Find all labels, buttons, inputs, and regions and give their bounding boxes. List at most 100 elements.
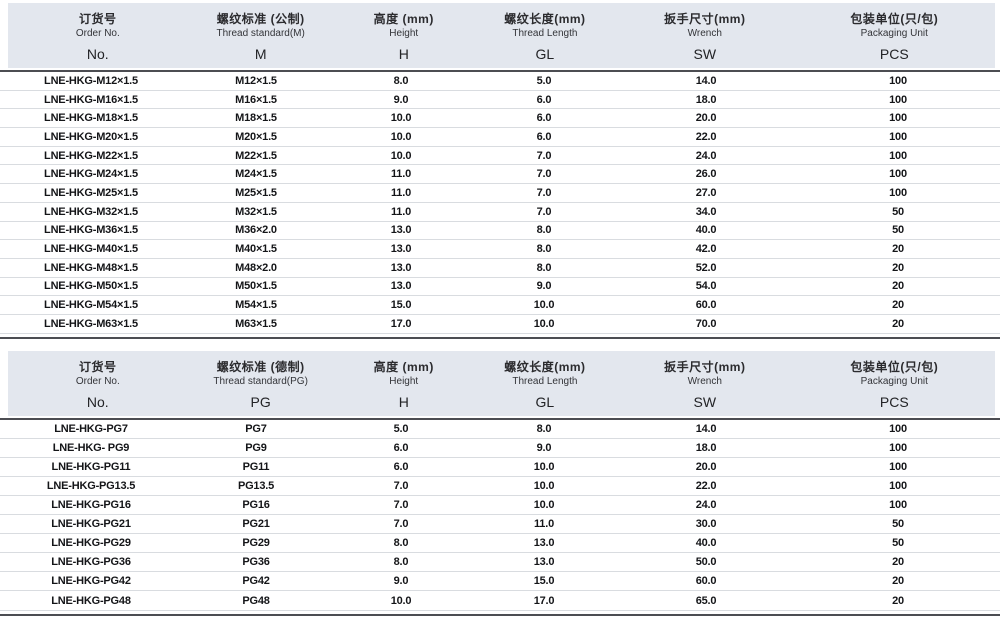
packaging-unit-cell: 100	[889, 422, 907, 435]
height-cell: 6.0	[393, 441, 409, 454]
column-header-thread-length-code: GL	[535, 393, 555, 410]
thread-standard-cell: M54×1.5	[235, 299, 277, 312]
thread-standard-cell: M40×1.5	[235, 243, 277, 256]
packaging-unit-cell: 100	[889, 74, 907, 87]
thread-length-cell: 11.0	[533, 518, 554, 531]
column-header-packaging-unit-code: PCS	[879, 46, 909, 62]
table-row: LNE-HKG-M40×1.5 M40×1.5 13.0 8.0 42.0 20	[0, 240, 1000, 259]
table-row: LNE-HKG-M12×1.5 M12×1.5 8.0 5.0 14.0 100	[0, 72, 1000, 91]
table-row: LNE-HKG-M18×1.5 M18×1.5 10.0 6.0 20.0 100	[0, 109, 1000, 129]
column-header-thread-length: 螺纹长度(mm) Thread Length GL	[474, 351, 616, 416]
column-header-thread-length-zh: 螺纹长度(mm)	[504, 359, 586, 374]
column-header-wrench: 扳手尺寸(mm) Wrench SW	[616, 3, 794, 68]
height-cell: 15.0	[390, 299, 412, 312]
column-header-packaging-unit-zh: 包装单位(只/包)	[850, 12, 939, 26]
thread-standard-cell: M36×2.0	[235, 224, 277, 237]
table-gap	[0, 339, 1000, 351]
order-no-cell: LNE-HKG-M36×1.5	[44, 224, 138, 237]
packaging-unit-cell: 100	[889, 460, 907, 473]
wrench-cell: 60.0	[695, 575, 717, 588]
column-header-wrench-en: Wrench	[687, 375, 722, 387]
thread-length-cell: 7.0	[536, 149, 552, 162]
column-header-order-no-zh: 订货号	[79, 359, 117, 374]
thread-length-cell: 9.0	[536, 441, 552, 454]
packaging-unit-cell: 100	[889, 499, 907, 512]
order-no-cell: LNE-HKG-M18×1.5	[44, 112, 138, 125]
thread-standard-cell: PG7	[245, 422, 267, 435]
order-no-cell: LNE-HKG-PG21	[51, 518, 131, 531]
wrench-cell: 30.0	[695, 518, 717, 531]
thread-standard-cell: PG29	[242, 537, 270, 550]
column-header-thread-standard-code: PG	[250, 393, 271, 410]
column-header-thread-standard-zh: 螺纹标准 (公制)	[216, 12, 305, 26]
thread-standard-cell: PG42	[242, 575, 270, 588]
column-header-order-no: 订货号 Order No. No.	[8, 3, 188, 68]
table-row: LNE-HKG- PG9 PG9 6.0 9.0 18.0 100	[0, 439, 1000, 458]
table-row: LNE-HKG-M25×1.5 M25×1.5 11.0 7.0 27.0 100	[0, 184, 1000, 203]
thread-standard-cell: PG48	[242, 594, 270, 607]
height-cell: 8.0	[393, 556, 409, 569]
height-cell: 7.0	[393, 479, 409, 492]
table-row: LNE-HKG-PG21 PG21 7.0 11.0 30.0 50	[0, 515, 1000, 535]
table-row: LNE-HKG-M54×1.5 M54×1.5 15.0 10.0 60.0 20	[0, 296, 1000, 315]
wrench-cell: 20.0	[695, 112, 717, 125]
column-header-height-zh: 高度 (mm)	[373, 359, 434, 374]
order-no-cell: LNE-HKG-PG42	[51, 575, 131, 588]
packaging-unit-cell: 100	[889, 93, 907, 106]
height-cell: 6.0	[393, 460, 409, 473]
height-cell: 13.0	[390, 224, 412, 237]
column-header-packaging-unit-en: Packaging Unit	[860, 375, 928, 387]
wrench-cell: 40.0	[695, 224, 717, 237]
height-cell: 11.0	[390, 186, 411, 199]
height-cell: 13.0	[390, 280, 412, 293]
table-metric-body: LNE-HKG-M12×1.5 M12×1.5 8.0 5.0 14.0 100 LNE-H…	[0, 72, 1000, 334]
column-header-thread-standard-zh: 螺纹标准 (德制)	[216, 359, 305, 374]
packaging-unit-cell: 100	[889, 479, 907, 492]
thread-standard-cell: M24×1.5	[235, 168, 277, 181]
order-no-cell: LNE-HKG-M22×1.5	[44, 149, 138, 162]
column-header-height-zh: 高度 (mm)	[373, 12, 434, 26]
wrench-cell: 18.0	[695, 93, 717, 106]
column-header-height-en: Height	[389, 375, 419, 387]
thread-length-cell: 6.0	[536, 93, 552, 106]
thread-length-cell: 8.0	[536, 261, 552, 274]
thread-standard-cell: M48×2.0	[235, 261, 277, 274]
table-row: LNE-HKG-PG13.5 PG13.5 7.0 10.0 22.0 100	[0, 477, 1000, 496]
packaging-unit-cell: 100	[889, 130, 907, 143]
header-rule	[0, 417, 1000, 420]
height-cell: 11.0	[390, 205, 411, 218]
column-header-thread-standard: 螺纹标准 (德制) Thread standard(PG) PG	[188, 351, 334, 416]
table-row: LNE-HKG-PG7 PG7 5.0 8.0 14.0 100	[0, 420, 1000, 439]
order-no-cell: LNE-HKG-M63×1.5	[44, 317, 138, 330]
thread-standard-cell: M18×1.5	[235, 112, 277, 125]
wrench-cell: 70.0	[695, 317, 717, 330]
table-row: LNE-HKG-PG48 PG48 10.0 17.0 65.0 20	[0, 591, 1000, 611]
wrench-cell: 27.0	[695, 186, 717, 199]
thread-standard-cell: M32×1.5	[235, 205, 277, 218]
thread-length-cell: 10.0	[533, 499, 555, 512]
thread-standard-cell: PG36	[242, 556, 270, 569]
packaging-unit-cell: 100	[889, 149, 907, 162]
thread-standard-cell: M12×1.5	[235, 74, 277, 87]
thread-length-cell: 17.0	[533, 594, 555, 607]
height-cell: 8.0	[393, 74, 409, 87]
packaging-unit-cell: 20	[892, 556, 904, 569]
column-header-packaging-unit-en: Packaging Unit	[860, 28, 928, 39]
wrench-cell: 22.0	[695, 130, 717, 143]
thread-standard-cell: M25×1.5	[235, 186, 277, 199]
table-metric-header: 订货号 Order No. No. 螺纹标准 (公制) Thread standard(…	[8, 3, 995, 68]
order-no-cell: LNE-HKG-M50×1.5	[44, 280, 138, 293]
thread-length-cell: 7.0	[536, 186, 552, 199]
packaging-unit-cell: 20	[892, 299, 904, 312]
column-header-height-code: H	[398, 46, 409, 62]
column-header-wrench-code: SW	[693, 46, 717, 62]
thread-length-cell: 6.0	[536, 112, 552, 125]
column-header-thread-length-en: Thread Length	[512, 28, 578, 39]
packaging-unit-cell: 20	[892, 243, 904, 256]
thread-length-cell: 13.0	[533, 556, 555, 569]
column-header-order-no: 订货号 Order No. No.	[8, 351, 188, 416]
height-cell: 11.0	[390, 168, 411, 181]
column-header-order-no-code: No.	[86, 393, 109, 410]
table-row: LNE-HKG-M32×1.5 M32×1.5 11.0 7.0 34.0 50	[0, 203, 1000, 222]
order-no-cell: LNE-HKG-M16×1.5	[44, 93, 138, 106]
